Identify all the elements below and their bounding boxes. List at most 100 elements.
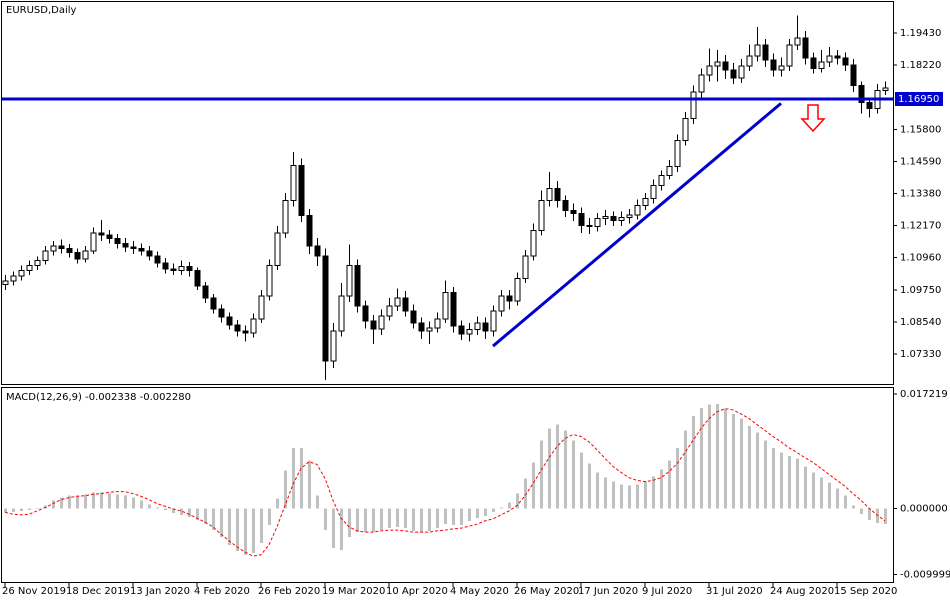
macd-bar — [332, 508, 335, 549]
macd-bar — [684, 430, 687, 509]
candle-body — [578, 213, 585, 227]
candle-body — [642, 198, 649, 207]
candle-body — [10, 275, 17, 282]
macd-bar — [100, 492, 103, 509]
macd-bar — [652, 476, 655, 509]
candle-body — [554, 187, 561, 202]
macd-bar — [564, 430, 567, 509]
candle-body — [626, 214, 633, 219]
candle-body — [730, 69, 737, 79]
candle-body — [682, 117, 689, 141]
macd-bar — [500, 507, 503, 509]
y-tick-label: 0.017219 — [900, 389, 948, 400]
candle-body — [50, 245, 57, 252]
candle-body — [138, 248, 145, 252]
candle-body — [722, 61, 729, 71]
candle-body — [210, 297, 217, 310]
x-tick-label: 10 Apr 2020 — [386, 586, 448, 597]
macd-bar — [820, 477, 823, 509]
y-tick-label: 1.09750 — [900, 285, 941, 296]
y-tick-label: 1.14590 — [900, 156, 941, 167]
macd-bar — [596, 472, 599, 509]
candle-body — [106, 234, 113, 240]
candle-body — [234, 324, 241, 332]
price-level-label: 1.16950 — [898, 94, 939, 105]
candle-body — [770, 59, 777, 71]
macd-bar — [228, 508, 231, 545]
macd-bar — [164, 508, 167, 511]
candle-body — [426, 327, 433, 332]
macd-bar — [108, 493, 111, 509]
candle-body — [42, 250, 49, 262]
x-tick-label: 4 May 2020 — [450, 586, 509, 597]
macd-bar — [396, 508, 399, 527]
macd-bar — [692, 415, 695, 509]
y-tick-label: 1.13380 — [900, 189, 941, 200]
candle-body — [98, 232, 105, 236]
y-tick-label: 0.000000 — [900, 503, 948, 514]
candle-body — [330, 330, 337, 362]
macd-bar — [492, 508, 495, 513]
candle-body — [706, 65, 713, 76]
price-panel-frame — [1, 1, 894, 385]
macd-bar — [28, 508, 31, 511]
macd-bar — [476, 508, 479, 519]
signal-line — [4, 408, 886, 557]
y-tick-label: 1.18220 — [900, 60, 941, 71]
candle-body — [290, 164, 297, 202]
x-tick-label: 19 Mar 2020 — [322, 586, 385, 597]
candle-body — [474, 322, 481, 330]
macd-bar — [756, 432, 759, 509]
macd-bar — [452, 508, 455, 525]
candle-body — [786, 44, 793, 67]
macd-bar — [796, 458, 799, 509]
y-tick-label: 1.08540 — [900, 317, 941, 328]
candle-body — [586, 225, 593, 228]
macd-bar — [180, 508, 183, 515]
candle-body — [338, 295, 345, 332]
candle-body — [18, 270, 25, 277]
macd-bar — [612, 481, 615, 509]
macd-bar — [860, 508, 863, 515]
candle-body — [66, 248, 73, 254]
macd-bar — [828, 482, 831, 509]
macd-title: MACD(12,26,9) -0.002338 -0.002280 — [6, 392, 191, 403]
macd-bar — [868, 508, 871, 521]
x-tick-label: 13 Jan 2020 — [130, 586, 190, 597]
macd-bar — [68, 495, 71, 509]
candle-body — [746, 55, 753, 67]
x-tick-label: 17 Jun 2020 — [578, 586, 638, 597]
macd-bar — [20, 508, 23, 511]
macd-bar — [804, 466, 807, 509]
macd-bar — [308, 460, 311, 509]
macd-bar — [116, 494, 119, 509]
candle-body — [170, 268, 177, 272]
macd-bar — [140, 500, 143, 509]
candle-body — [322, 255, 329, 362]
macd-bar — [276, 498, 279, 509]
macd-bar — [324, 508, 327, 531]
macd-bar — [812, 472, 815, 509]
macd-bar — [532, 462, 535, 509]
candle-body — [482, 322, 489, 332]
candle-body — [802, 37, 809, 59]
candle-body — [362, 305, 369, 322]
candle-body — [130, 246, 137, 250]
x-tick-label: 24 Aug 2020 — [770, 586, 834, 597]
candle-body — [610, 216, 617, 222]
candle-body — [490, 310, 497, 332]
y-tick-label: 1.10960 — [900, 253, 941, 264]
macd-bar — [724, 408, 727, 509]
macd-bar — [644, 481, 647, 509]
macd-bar — [260, 508, 263, 543]
candle-body — [434, 318, 441, 329]
candle-body — [90, 232, 97, 252]
sell-arrow — [800, 104, 826, 133]
macd-bar — [708, 404, 711, 509]
candle-body — [242, 330, 249, 334]
candle-body — [778, 65, 785, 71]
candle-body — [274, 232, 281, 267]
